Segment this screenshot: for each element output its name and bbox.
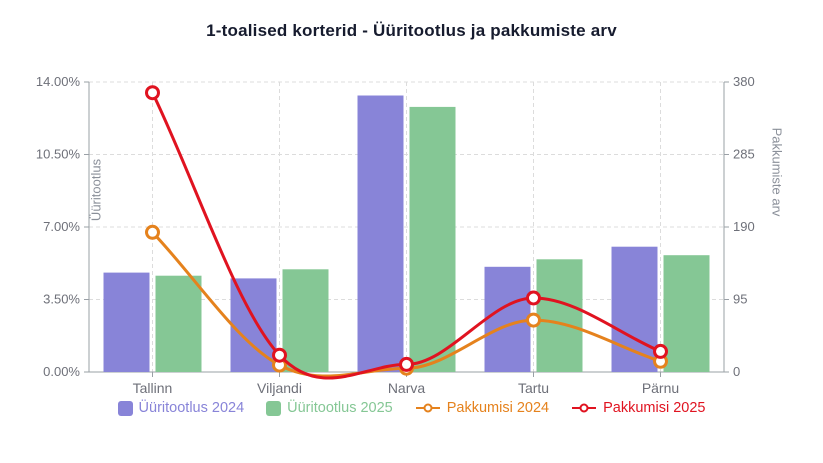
legend-item-2[interactable]: Üüritootlus 2025 [266,400,393,416]
legend-item-3[interactable]: Pakkumisi 2024 [415,400,549,416]
legend-bar-swatch-icon [117,400,133,416]
line-marker [272,347,287,363]
left-axis-tick-label: 14.00% [36,74,81,89]
legend-item-4[interactable]: Pakkumisi 2025 [571,400,705,416]
bar [484,266,531,372]
legend-item-1[interactable]: Üüritootlus 2024 [117,400,245,416]
line-marker [145,224,160,240]
line-marker [399,356,414,372]
bar [611,246,658,372]
legend-label: Pakkumisi 2024 [446,400,550,416]
line-marker [145,85,160,101]
legend-line-marker-icon [572,403,597,413]
right-axis-tick-label: 0 [733,364,740,379]
legend-label: Üüritootlus 2024 [138,400,245,416]
left-axis-tick-label: 7.00% [43,219,80,234]
bar [409,106,456,373]
legend-line-marker-icon [415,403,440,413]
category-label: Pärnu [642,380,679,396]
bar [357,95,404,372]
category-label: Tallinn [133,380,173,396]
left-axis-tick-label: 3.50% [43,292,80,307]
bar [103,272,150,372]
right-axis-tick-label: 380 [733,74,755,89]
right-axis-tick-label: 95 [733,292,747,307]
bar [155,275,202,372]
bar [536,259,583,372]
category-label: Narva [388,380,426,396]
bar [663,255,710,372]
line-marker [526,312,541,328]
category-label: Tartu [518,380,549,396]
line-path [151,92,662,380]
chart-title: 1-toalised korterid - Üüritootlus ja pak… [206,21,617,40]
legend-label: Pakkumisi 2025 [603,400,706,416]
right-axis-tick-label: 285 [733,147,755,162]
legend-label: Üüritootlus 2025 [287,400,393,416]
line-marker [653,343,668,359]
left-axis-tick-label: 10.50% [36,147,81,162]
left-axis-tick-label: 0.00% [43,364,80,379]
bar [230,278,277,372]
right-axis-tick-label: 190 [733,219,755,234]
bar [282,269,329,372]
line-marker [526,290,541,306]
legend-bar-swatch-icon [266,400,282,416]
chart-legend: Üüritootlus 2024 Üüritootlus 2025 Pakkumis… [0,400,823,416]
category-label: Viljandi [257,380,302,396]
